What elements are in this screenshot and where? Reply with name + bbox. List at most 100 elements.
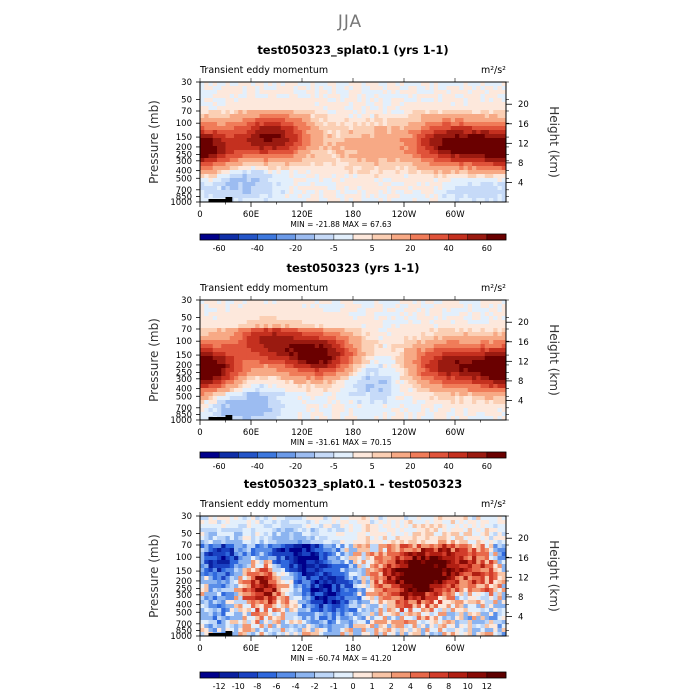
field-cell	[501, 162, 506, 167]
field-cell	[340, 102, 345, 107]
field-cell	[280, 516, 286, 521]
field-cell	[484, 340, 490, 345]
topography-mask	[225, 197, 233, 202]
field-cell	[323, 102, 328, 107]
field-cell	[221, 524, 226, 529]
field-cell	[331, 300, 337, 305]
field-cell	[285, 82, 290, 87]
field-cell	[336, 356, 341, 361]
field-cell	[497, 106, 503, 111]
field-cell	[489, 528, 494, 533]
field-cell	[251, 352, 256, 357]
field-cell	[323, 110, 328, 115]
field-cell	[251, 524, 256, 529]
field-cell	[425, 412, 430, 417]
field-cell	[438, 348, 443, 353]
field-cell	[357, 372, 362, 377]
field-cell	[489, 344, 494, 349]
field-cell	[263, 404, 269, 409]
field-cell	[459, 182, 464, 187]
field-cell	[370, 320, 375, 325]
field-cell	[238, 324, 243, 329]
field-cell	[484, 356, 490, 361]
field-cell	[480, 336, 486, 341]
field-cell	[459, 142, 464, 147]
field-cell	[361, 174, 367, 179]
field-cell	[263, 352, 269, 357]
field-cell	[416, 178, 422, 183]
field-cell	[480, 98, 486, 103]
field-cell	[459, 388, 464, 393]
field-cell	[446, 82, 452, 87]
field-cell	[225, 344, 231, 349]
field-cell	[289, 134, 294, 139]
field-cell	[208, 344, 214, 349]
field-cell	[497, 166, 503, 171]
field-cell	[370, 122, 375, 127]
field-cell	[285, 344, 290, 349]
field-cell	[438, 356, 443, 361]
field-cell	[289, 528, 294, 533]
field-cell	[285, 316, 290, 321]
field-cell	[412, 332, 418, 337]
field-cell	[344, 194, 350, 199]
field-cell	[412, 102, 418, 107]
field-cell	[416, 408, 422, 413]
field-cell	[374, 412, 379, 417]
pressure-tick-label: 100	[176, 337, 192, 347]
field-cell	[357, 412, 362, 417]
field-cell	[459, 86, 464, 91]
field-cell	[455, 186, 460, 191]
field-cell	[446, 412, 452, 417]
field-cell	[425, 532, 430, 537]
field-cell	[399, 82, 405, 87]
field-cell	[387, 372, 392, 377]
field-cell	[242, 532, 248, 537]
field-cell	[238, 110, 243, 115]
field-cell	[314, 392, 320, 397]
field-cell	[268, 146, 273, 151]
field-cell	[238, 126, 243, 131]
field-cell	[246, 118, 252, 123]
field-cell	[251, 392, 256, 397]
field-cell	[361, 130, 367, 135]
field-cell	[229, 400, 235, 405]
field-cell	[200, 182, 205, 187]
field-cell	[395, 324, 401, 329]
field-cell	[280, 94, 286, 99]
field-cell	[297, 308, 303, 313]
field-cell	[221, 162, 226, 167]
field-cell	[234, 528, 239, 533]
field-cell	[438, 536, 443, 541]
field-cell	[276, 304, 282, 309]
field-cell	[276, 102, 282, 107]
field-cell	[327, 186, 333, 191]
field-cell	[238, 162, 243, 167]
field-cell	[208, 86, 214, 91]
field-cell	[208, 110, 214, 115]
field-cell	[501, 134, 506, 139]
field-cell	[280, 372, 286, 377]
field-cell	[340, 416, 345, 420]
field-cell	[336, 182, 341, 187]
field-cell	[229, 328, 235, 333]
field-cell	[336, 536, 341, 541]
field-cell	[327, 344, 333, 349]
field-cell	[429, 404, 435, 409]
field-cell	[382, 174, 388, 179]
field-cell	[246, 372, 252, 377]
field-cell	[251, 106, 256, 111]
field-cell	[314, 344, 320, 349]
field-cell	[204, 90, 209, 95]
field-cell	[442, 532, 447, 537]
contour-field	[200, 516, 506, 636]
field-cell	[297, 154, 303, 159]
field-cell	[438, 300, 443, 305]
field-cell	[306, 130, 311, 135]
field-cell	[217, 388, 222, 393]
field-cell	[331, 154, 337, 159]
field-cell	[493, 142, 498, 147]
field-cell	[225, 520, 231, 525]
field-cell	[306, 416, 311, 420]
field-cell	[404, 82, 409, 87]
